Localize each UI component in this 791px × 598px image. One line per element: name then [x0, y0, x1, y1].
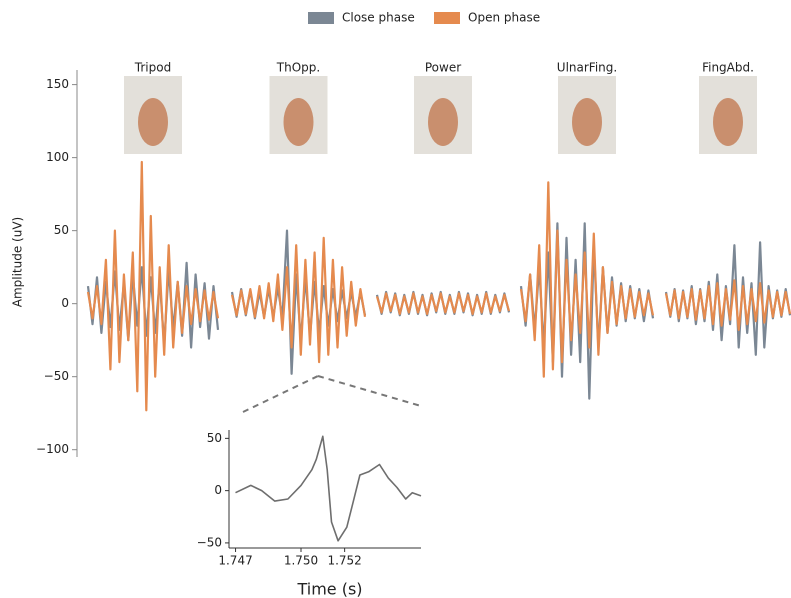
hand-shape: [428, 98, 458, 146]
hand-shape: [713, 98, 743, 146]
y-tick-label: 50: [54, 223, 69, 237]
gesture-label: FingAbd.: [702, 61, 754, 75]
y-tick-label: −100: [36, 442, 69, 456]
emg-trace: [666, 280, 790, 330]
legend-label: Close phase: [342, 11, 415, 25]
y-tick-label: 0: [61, 296, 69, 310]
y-tick-label: −50: [197, 535, 222, 549]
y-tick-label: 150: [46, 77, 69, 91]
legend-swatch: [434, 12, 460, 24]
figure: Time (s) Amplitude (uV) −100 −50 0 50 100 150…: [0, 0, 791, 598]
x-axis-title: Time (s): [296, 580, 362, 598]
gesture-label: Tripod: [134, 61, 171, 75]
legend-swatch: [308, 12, 334, 24]
y-axis-title: Amplitude (uV): [11, 217, 25, 308]
hand-shape: [284, 98, 314, 146]
gesture-label: ThOpp.: [276, 61, 320, 75]
x-tick-label: 1.750: [284, 554, 318, 568]
zoom-line: [318, 376, 421, 406]
y-tick-label: −50: [44, 369, 69, 383]
gesture-label: UlnarFing.: [557, 61, 617, 75]
x-tick-label: 1.752: [327, 554, 361, 568]
hand-shape: [572, 98, 602, 146]
emg-trace: [232, 238, 365, 362]
zoom-line: [243, 376, 318, 412]
y-tick-label: 100: [46, 150, 69, 164]
x-tick-label: 1.747: [218, 554, 252, 568]
y-tick-label: 50: [207, 431, 222, 445]
legend-label: Open phase: [468, 11, 540, 25]
gesture-label: Power: [425, 61, 461, 75]
y-tick-label: 0: [214, 483, 222, 497]
emg-trace: [88, 162, 218, 410]
hand-shape: [138, 98, 168, 146]
inset-trace: [236, 436, 422, 541]
